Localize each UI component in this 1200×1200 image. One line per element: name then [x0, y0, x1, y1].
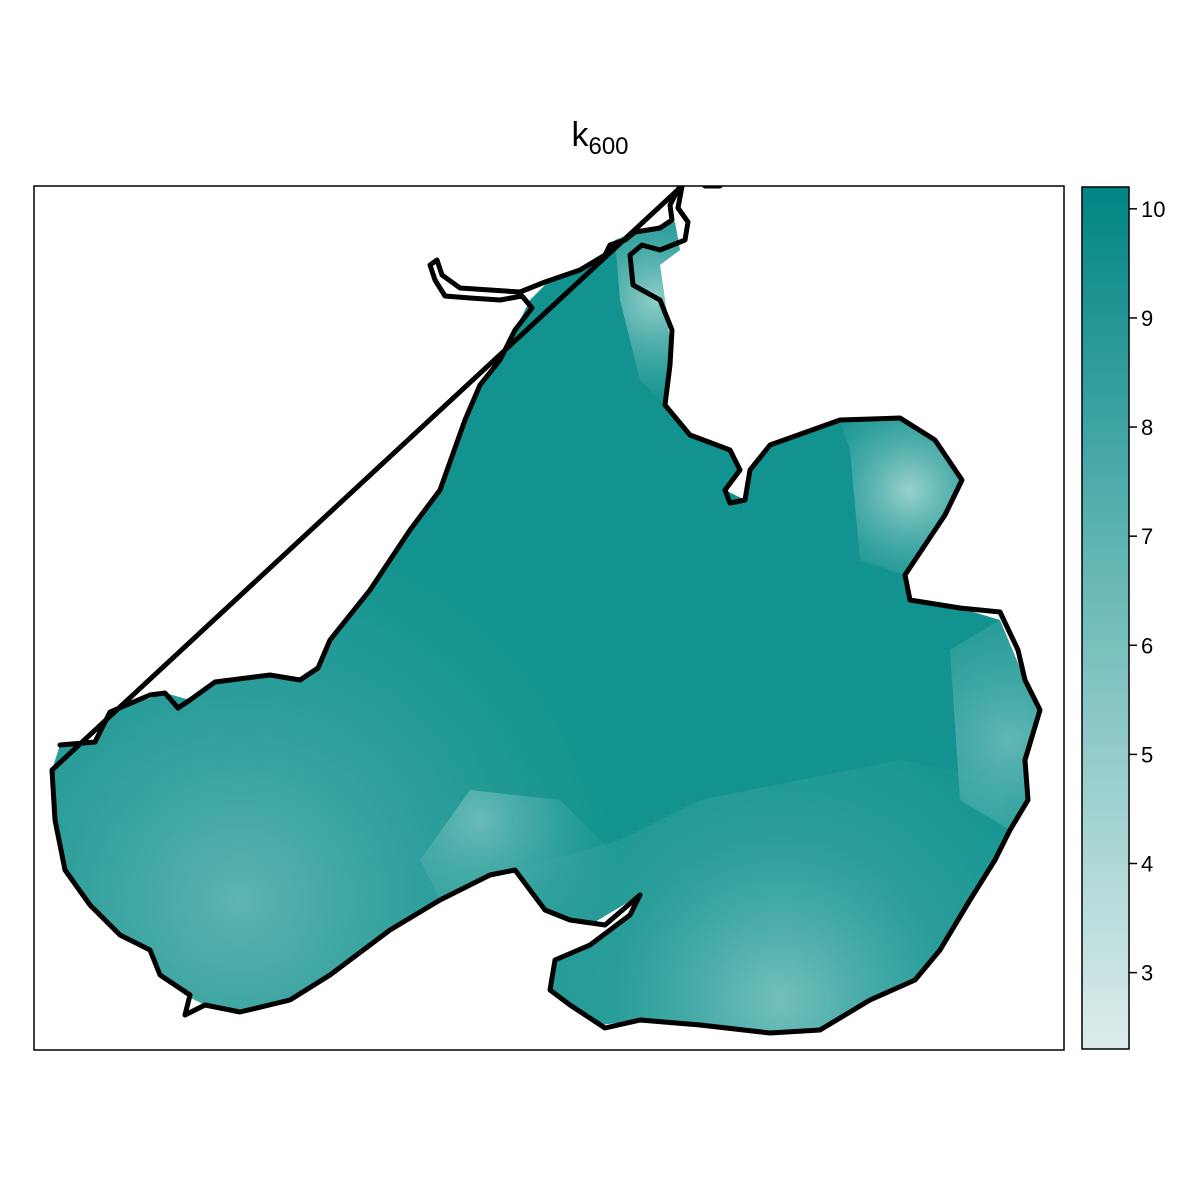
- colorbar-tick-label: 9: [1141, 306, 1153, 331]
- colorbar-tick-label: 10: [1141, 197, 1165, 222]
- plot-title: k600: [0, 115, 1200, 167]
- k600-raster-layer: [49, 186, 1043, 1036]
- colorbar-tick-label: 7: [1141, 524, 1153, 549]
- lake-shoreline: [49, 186, 1043, 1036]
- colorbar-tick-label: 8: [1141, 415, 1153, 440]
- colorbar-tick-label: 6: [1141, 633, 1153, 658]
- colorbar: [1081, 186, 1130, 1050]
- colorbar-ticks: 3 4 5 6 7 8 9 10: [1129, 197, 1165, 986]
- colorbar-legend: 3 4 5 6 7 8 9 10: [1081, 186, 1165, 1050]
- colorbar-tick-label: 4: [1141, 852, 1153, 877]
- title-main: k: [571, 116, 589, 154]
- colorbar-tick-label: 5: [1141, 742, 1153, 767]
- colorbar-tick-label: 3: [1141, 961, 1153, 986]
- title-subscript: 600: [588, 133, 629, 160]
